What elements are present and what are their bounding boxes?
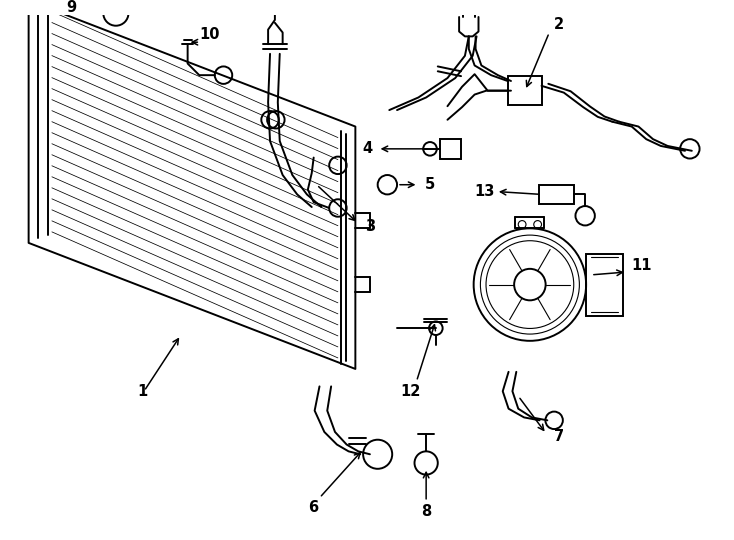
Text: 1: 1 — [137, 384, 148, 399]
Bar — [539, 185, 573, 204]
Bar — [508, 76, 542, 105]
Bar — [440, 139, 461, 159]
Text: 5: 5 — [425, 177, 435, 192]
Text: 7: 7 — [554, 429, 564, 444]
Text: 9: 9 — [66, 0, 76, 15]
Bar — [586, 254, 623, 315]
Text: 2: 2 — [554, 17, 564, 32]
Text: 8: 8 — [421, 504, 432, 519]
Text: 12: 12 — [401, 384, 421, 399]
Text: 3: 3 — [365, 219, 375, 234]
Text: 10: 10 — [200, 27, 220, 42]
Text: 4: 4 — [362, 141, 372, 157]
Text: 6: 6 — [308, 500, 319, 515]
Text: 13: 13 — [474, 184, 495, 199]
Text: 11: 11 — [631, 258, 652, 273]
